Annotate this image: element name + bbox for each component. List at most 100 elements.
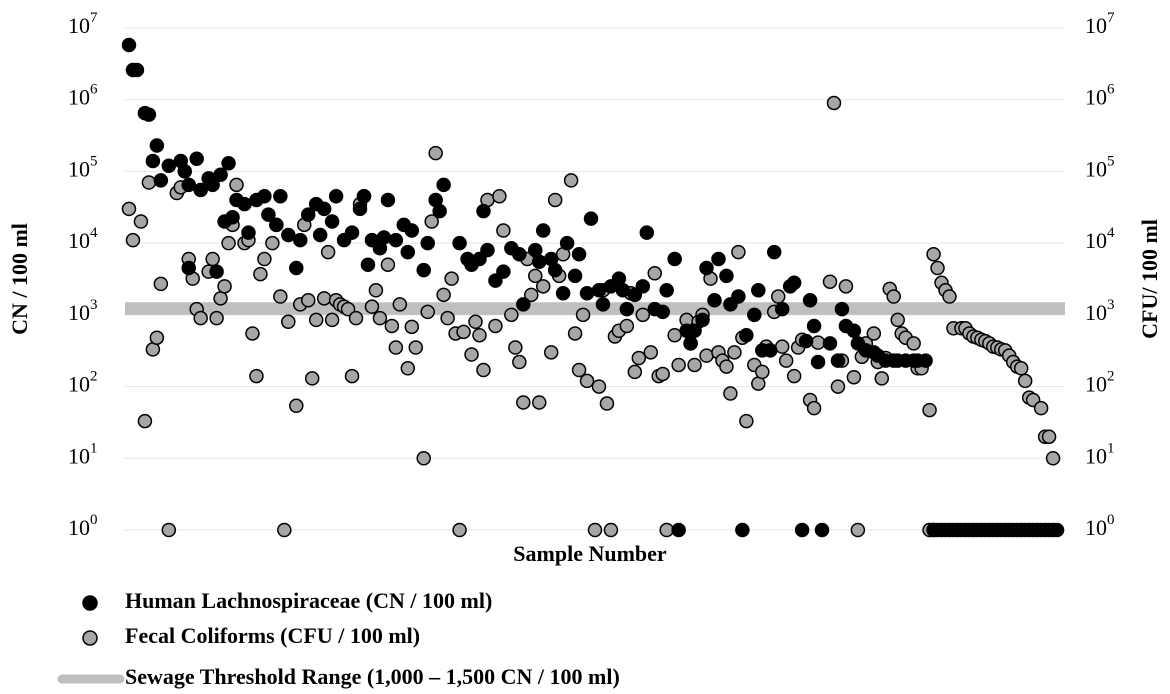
- point: [221, 156, 236, 171]
- point: [798, 333, 814, 349]
- point: [404, 223, 420, 238]
- point: [778, 353, 794, 368]
- point: [245, 326, 260, 341]
- point: [918, 353, 933, 368]
- point: [683, 336, 698, 351]
- point: [535, 279, 551, 294]
- point: [739, 327, 754, 343]
- point: [1013, 361, 1029, 376]
- point: [671, 357, 686, 373]
- point: [786, 368, 802, 384]
- point: [1033, 400, 1049, 416]
- point: [384, 318, 400, 334]
- point: [774, 301, 790, 317]
- point: [452, 522, 467, 538]
- point: [344, 225, 360, 240]
- point: [121, 37, 137, 53]
- point: [121, 201, 137, 217]
- point: [376, 230, 392, 245]
- point: [133, 214, 149, 229]
- point: [388, 340, 404, 355]
- point: [643, 345, 659, 360]
- point: [416, 262, 431, 278]
- point: [830, 353, 846, 368]
- tick-exponent: 2: [90, 369, 98, 385]
- tick-base: 10: [1085, 85, 1107, 110]
- point: [328, 189, 344, 204]
- legend-label: Fecal Coliforms (CFU / 100 ml): [125, 623, 420, 648]
- point: [559, 235, 575, 251]
- point: [496, 223, 511, 238]
- point: [567, 268, 583, 284]
- point: [571, 362, 587, 378]
- point: [257, 189, 272, 204]
- y-tick-label: 100: [68, 512, 98, 540]
- point: [360, 257, 376, 272]
- point: [595, 297, 611, 312]
- y-tick-label: 104: [68, 226, 98, 254]
- point: [886, 289, 901, 304]
- point: [205, 177, 220, 193]
- point: [547, 262, 563, 278]
- point: [806, 318, 822, 334]
- point: [444, 271, 459, 286]
- y2-tick-label: 104: [1085, 226, 1115, 254]
- point: [1041, 429, 1057, 444]
- point: [289, 398, 304, 414]
- point: [810, 335, 826, 350]
- point: [531, 395, 547, 410]
- y2-tick-label: 106: [1085, 82, 1115, 110]
- y-tick-label: 101: [68, 441, 98, 469]
- tick-exponent: 5: [90, 154, 98, 170]
- point: [181, 177, 196, 193]
- point: [806, 400, 822, 416]
- point: [770, 289, 786, 304]
- point: [205, 251, 220, 267]
- point: [583, 211, 599, 226]
- tick-base: 10: [68, 300, 90, 325]
- point: [225, 209, 240, 225]
- point: [400, 361, 416, 376]
- point: [731, 289, 746, 304]
- point: [324, 214, 340, 229]
- point: [547, 192, 563, 208]
- point: [348, 310, 364, 326]
- point: [866, 326, 882, 341]
- point: [149, 330, 165, 345]
- point: [755, 364, 770, 380]
- point: [587, 522, 603, 538]
- point: [269, 217, 284, 233]
- point: [942, 289, 957, 304]
- point: [468, 314, 483, 330]
- point: [659, 283, 674, 298]
- point: [567, 326, 583, 341]
- point: [380, 192, 396, 208]
- point: [524, 287, 539, 303]
- tick-base: 10: [68, 515, 90, 540]
- point: [516, 395, 531, 410]
- point: [555, 286, 571, 301]
- point: [763, 343, 778, 358]
- point: [229, 177, 244, 193]
- point: [826, 95, 842, 111]
- point: [571, 247, 587, 262]
- point: [488, 318, 503, 334]
- point: [603, 522, 619, 538]
- point: [324, 312, 340, 328]
- point: [850, 522, 866, 538]
- point: [822, 274, 838, 289]
- x-axis-label: Sample Number: [513, 541, 667, 566]
- point: [496, 264, 511, 279]
- point: [265, 235, 280, 251]
- point: [627, 364, 643, 380]
- point: [340, 301, 356, 317]
- tick-base: 10: [1085, 515, 1107, 540]
- point: [563, 173, 579, 188]
- point: [137, 413, 153, 429]
- point: [149, 138, 165, 153]
- y2-tick-label: 102: [1085, 369, 1115, 397]
- tick-base: 10: [68, 443, 90, 468]
- point: [388, 232, 404, 248]
- point: [579, 286, 595, 301]
- point: [344, 368, 360, 384]
